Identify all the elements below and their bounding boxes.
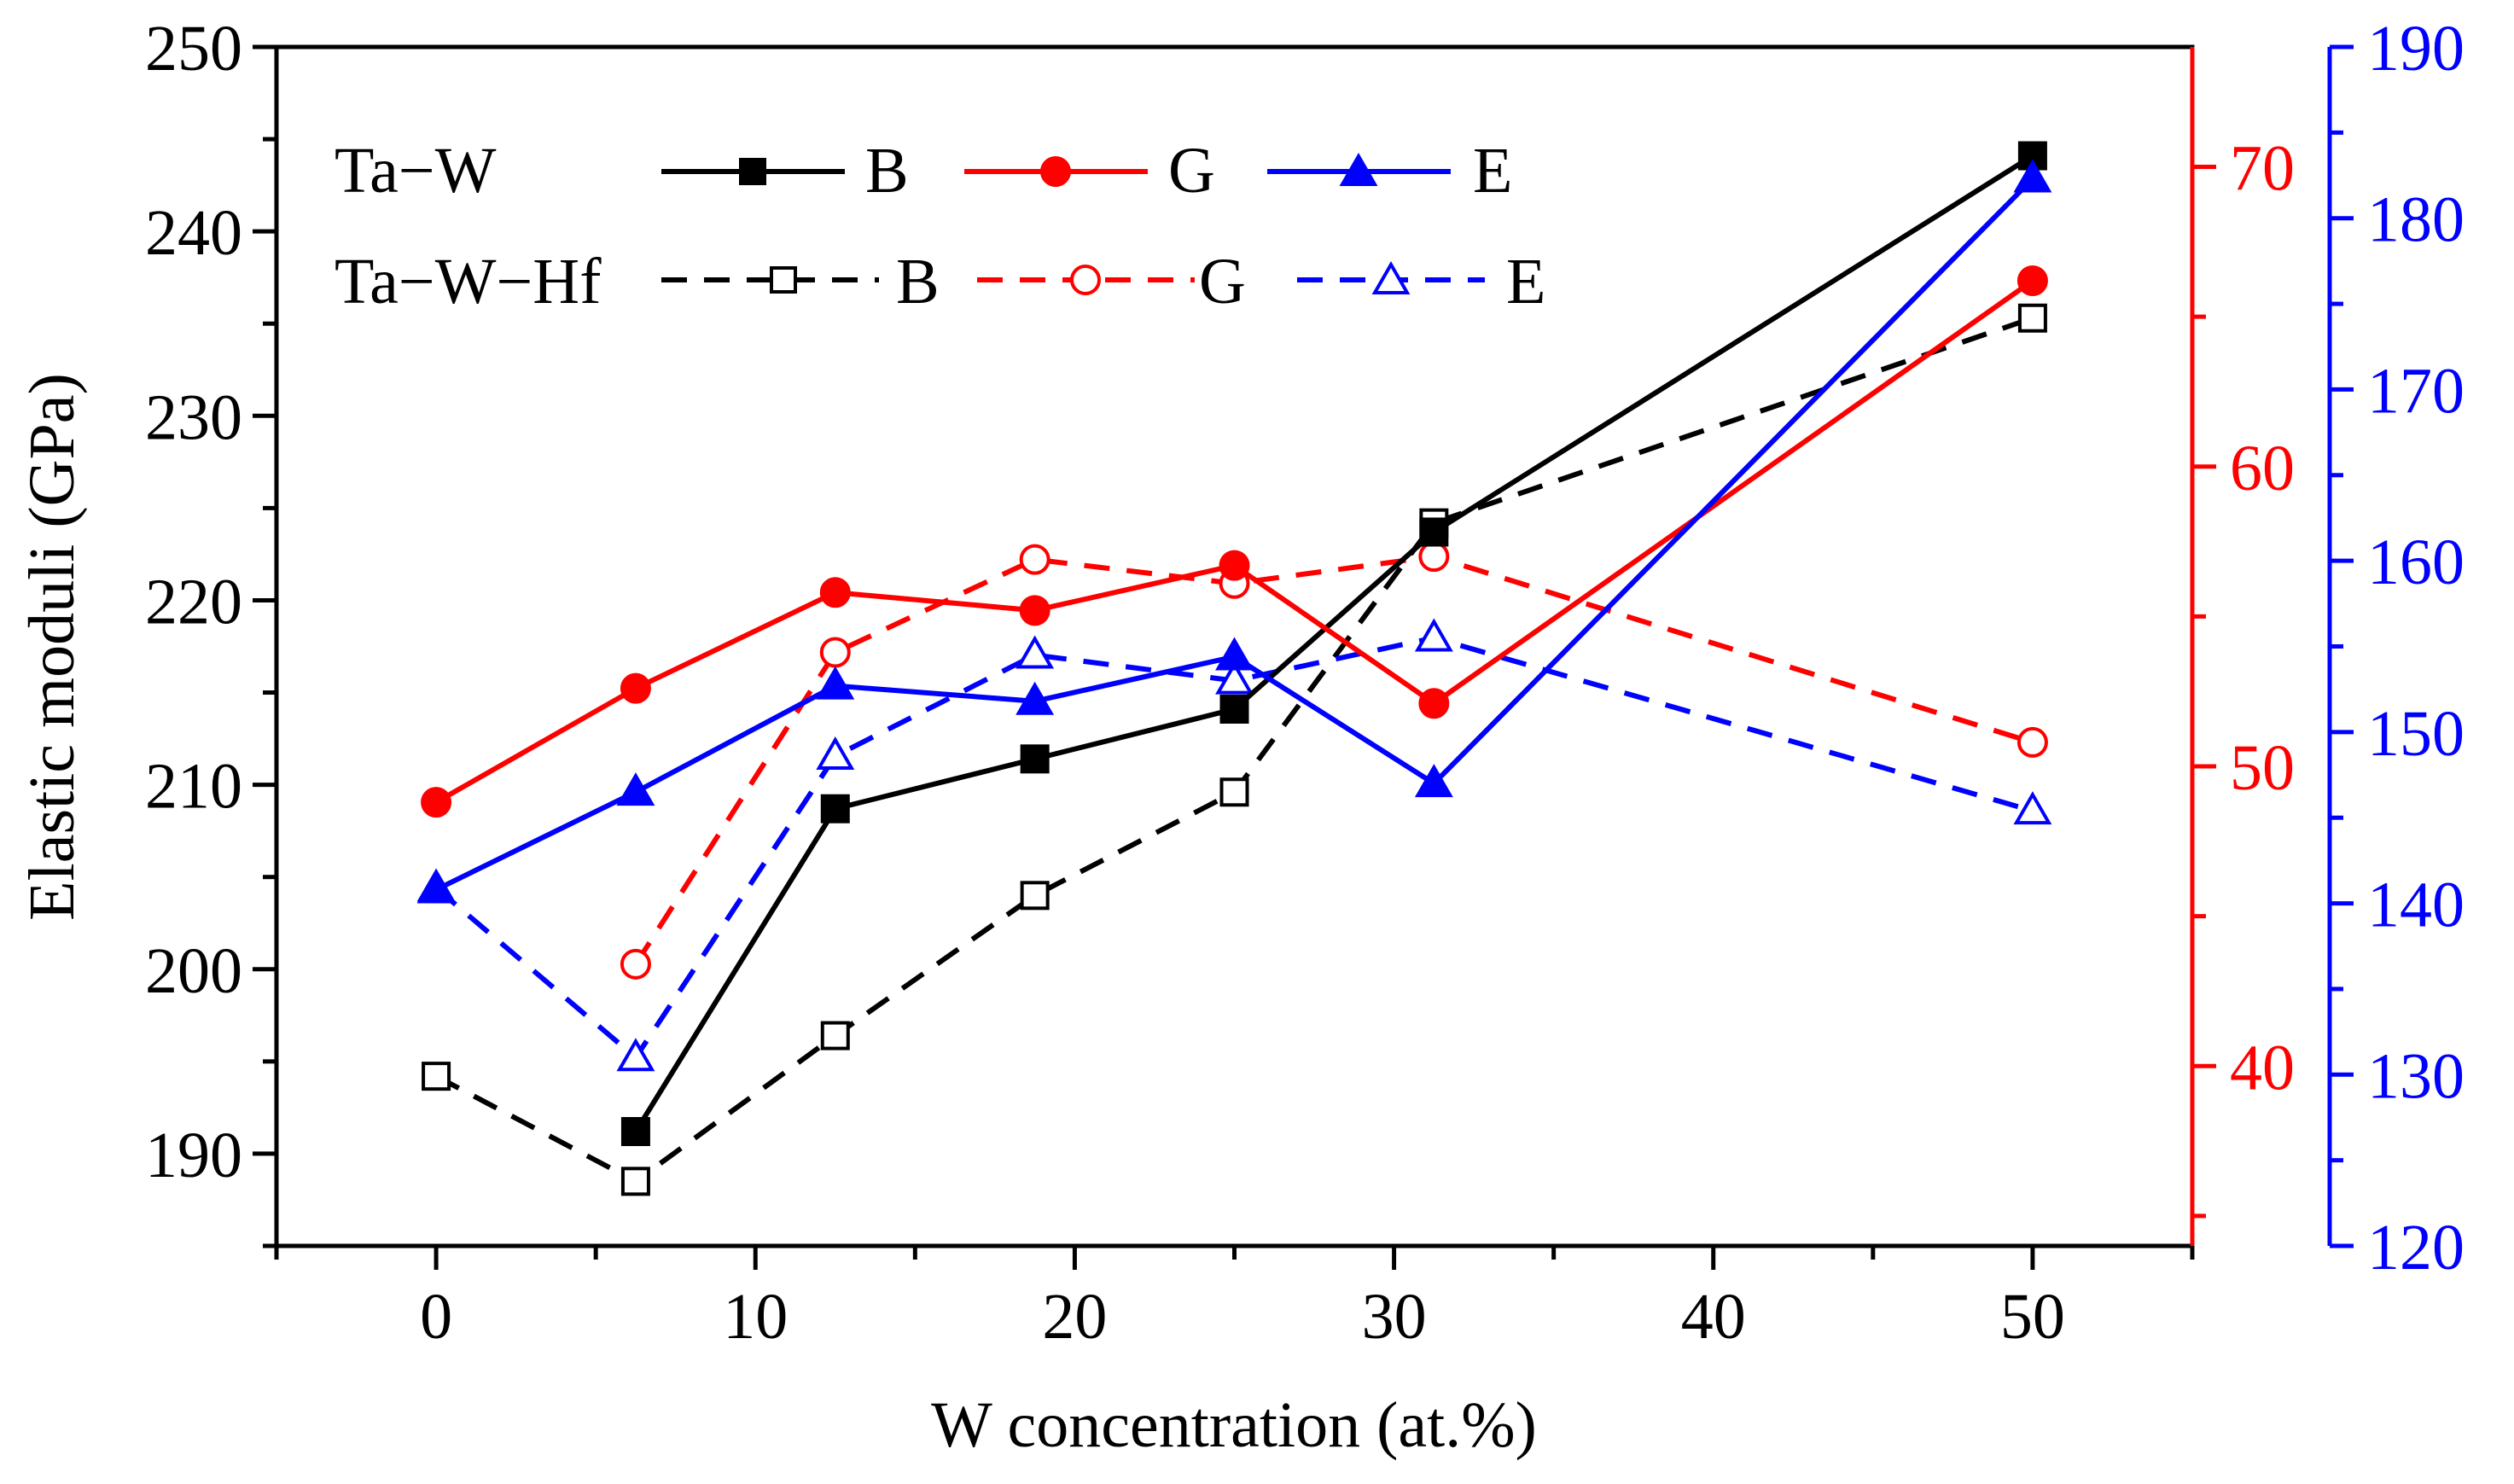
data-point-ta-w-g bbox=[1219, 550, 1250, 581]
red-y-tick-label: 50 bbox=[2230, 732, 2295, 804]
data-point-ta-w-hf-b bbox=[820, 1021, 850, 1050]
x-tick-label: 10 bbox=[723, 1281, 788, 1353]
data-point-ta-w-e bbox=[2013, 159, 2052, 193]
blue-y-tick-label: 160 bbox=[2367, 527, 2465, 598]
legend-marker-ta-w-hf-b bbox=[770, 266, 797, 294]
data-point-ta-w-hf-e bbox=[2013, 791, 2052, 825]
data-point-ta-w-b bbox=[620, 1116, 650, 1146]
data-point-ta-w-hf-b bbox=[422, 1062, 451, 1091]
data-point-ta-w-g bbox=[620, 672, 651, 704]
blue-y-tick-label: 180 bbox=[2367, 184, 2465, 256]
blue-y-tick-label: 140 bbox=[2367, 870, 2465, 941]
data-point-ta-w-hf-e bbox=[1215, 661, 1254, 695]
blue-y-tick-label: 150 bbox=[2367, 698, 2465, 770]
left-y-tick-label: 240 bbox=[145, 197, 242, 269]
data-point-ta-w-g bbox=[2016, 265, 2048, 296]
data-point-ta-w-e bbox=[416, 870, 456, 904]
x-tick-label: 20 bbox=[1042, 1281, 1107, 1353]
data-point-ta-w-e bbox=[816, 666, 855, 700]
left-y-tick-label: 220 bbox=[145, 566, 242, 637]
data-point-ta-w-hf-g bbox=[1418, 541, 1450, 573]
legend-entry-ta-w-hf-b: B bbox=[896, 246, 940, 317]
blue-y-tick-label: 170 bbox=[2367, 355, 2465, 427]
legend-entry-ta-w-hf-g: G bbox=[1199, 246, 1246, 317]
legend-entry-ta-w-hf-e: E bbox=[1506, 246, 1545, 317]
blue-y-tick-label: 190 bbox=[2367, 13, 2465, 84]
x-tick-label: 30 bbox=[1362, 1281, 1427, 1353]
blue-y-tick-label: 130 bbox=[2367, 1040, 2465, 1112]
data-point-ta-w-hf-b bbox=[620, 1167, 650, 1196]
legend-entry-ta-w-b: B bbox=[865, 135, 909, 207]
data-point-ta-w-g bbox=[1418, 688, 1450, 719]
legend-marker-ta-w-hf-g bbox=[1070, 265, 1101, 295]
legend-group-label-ta-w-hf: Ta−W−Hf bbox=[335, 246, 602, 317]
legend-group-label-ta-w: Ta−W bbox=[335, 135, 497, 207]
red-y-tick-label: 70 bbox=[2230, 133, 2295, 205]
data-point-ta-w-hf-g bbox=[819, 637, 851, 668]
data-point-ta-w-hf-b bbox=[1219, 777, 1249, 807]
x-tick-label: 40 bbox=[1681, 1281, 1746, 1353]
data-point-ta-w-hf-e bbox=[616, 1038, 655, 1072]
x-axis-title: W concentration (at.%) bbox=[931, 1389, 1537, 1461]
left-y-tick-label: 230 bbox=[145, 381, 242, 453]
data-point-ta-w-b bbox=[820, 794, 850, 823]
x-tick-label: 0 bbox=[420, 1281, 452, 1353]
legend-marker-ta-w-hf-e bbox=[1371, 260, 1411, 294]
data-point-ta-w-b bbox=[1419, 517, 1449, 547]
data-point-ta-w-hf-e bbox=[1015, 635, 1055, 669]
data-point-ta-w-hf-b bbox=[2017, 303, 2047, 333]
data-point-ta-w-g bbox=[421, 787, 452, 818]
series-line-ta-w-b bbox=[633, 153, 2034, 1133]
data-point-ta-w-hf-e bbox=[816, 736, 855, 770]
data-point-ta-w-g bbox=[819, 577, 851, 608]
axes-layer: 0 10 20 30 40 50 190 200 210 220 230 240 250 40 50 60 70… bbox=[145, 13, 2465, 1353]
data-point-ta-w-e bbox=[616, 772, 655, 806]
data-point-ta-w-b bbox=[1020, 744, 1050, 774]
data-point-ta-w-hf-g bbox=[620, 948, 651, 980]
data-point-ta-w-b bbox=[1219, 694, 1249, 724]
left-y-tick-label: 210 bbox=[145, 751, 242, 823]
data-point-ta-w-e bbox=[1015, 681, 1055, 715]
x-tick-label: 50 bbox=[2000, 1281, 2065, 1353]
data-point-ta-w-hf-b bbox=[1020, 881, 1050, 911]
legend-marker-ta-w-e bbox=[1339, 152, 1378, 186]
data-point-ta-w-hf-e bbox=[1414, 618, 1453, 652]
legend-marker-ta-w-g bbox=[1040, 156, 1071, 187]
left-y-tick-label: 190 bbox=[145, 1120, 242, 1191]
legend-marker-ta-w-b bbox=[739, 158, 766, 185]
data-point-ta-w-hf-g bbox=[1019, 544, 1050, 575]
blue-y-tick-label: 120 bbox=[2367, 1212, 2465, 1283]
legend: Ta−W Ta−W−Hf B G E B G E bbox=[335, 135, 1545, 317]
left-y-tick-label: 250 bbox=[145, 13, 242, 84]
legend-entry-ta-w-e: E bbox=[1473, 135, 1512, 207]
data-point-ta-w-e bbox=[1414, 764, 1453, 798]
y-axis-title: Elastic moduli (GPa) bbox=[16, 373, 88, 921]
legend-entry-ta-w-g: G bbox=[1168, 135, 1215, 207]
series-layer bbox=[416, 141, 2052, 1196]
red-y-tick-label: 40 bbox=[2230, 1032, 2295, 1103]
data-point-ta-w-g bbox=[1019, 595, 1050, 626]
data-point-ta-w-e bbox=[1215, 637, 1254, 671]
data-point-ta-w-hf-g bbox=[2016, 726, 2048, 758]
red-y-tick-label: 60 bbox=[2230, 433, 2295, 504]
left-y-tick-label: 200 bbox=[145, 935, 242, 1007]
